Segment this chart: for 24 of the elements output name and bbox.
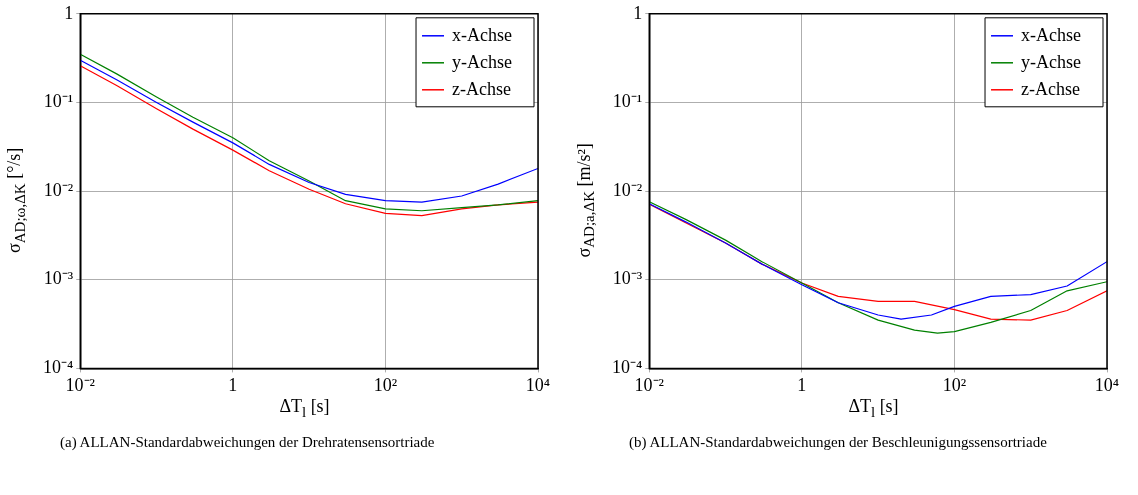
legend-label: y-Achse: [1021, 51, 1082, 72]
x-tick-label: 10²: [942, 374, 967, 395]
y-tick-label: 1: [633, 2, 643, 23]
legend-label: z-Achse: [452, 78, 511, 99]
text: (a) ALLAN-Standardabweichungen der Drehratensensortriade: [60, 433, 436, 452]
x-tick-label: 1: [228, 374, 238, 395]
y-tick-label: 10⁻²: [43, 179, 74, 200]
y-tick-label: 10⁻¹: [43, 91, 74, 112]
x-axis-title: ΔT$_{l}$ [s]: [278, 396, 331, 421]
legend-label: x-Achse: [1021, 24, 1082, 45]
y-tick-label: 10⁻²: [612, 179, 643, 200]
legend-label: z-Achse: [1021, 78, 1080, 99]
x-axis-title: ΔT$_{l}$ [s]: [847, 396, 900, 421]
legend-label: y-Achse: [452, 51, 513, 72]
legend-label: x-Achse: [452, 24, 513, 45]
y-tick-label: 10⁻³: [612, 268, 643, 289]
y-tick-label: 1: [64, 2, 74, 23]
x-tick-label: 10²: [373, 374, 398, 395]
x-tick-label: 10⁴: [525, 374, 551, 395]
y-tick-label: 10⁻¹: [612, 91, 643, 112]
x-tick-label: 1: [797, 374, 807, 395]
y-tick-label: 10⁻³: [43, 268, 74, 289]
text: (b) ALLAN-Standardabweichungen der Beschleunigungssensortriade: [629, 433, 1048, 452]
x-tick-label: 10⁴: [1094, 374, 1120, 395]
